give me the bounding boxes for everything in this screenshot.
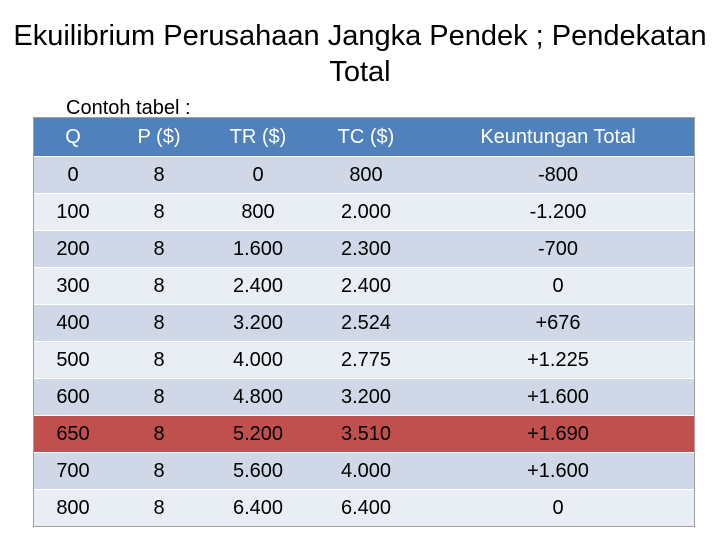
header-total-cost: TC ($) [310, 118, 422, 157]
cell-price: 8 [112, 341, 206, 379]
cell-total-revenue: 4.000 [206, 341, 310, 379]
cell-total-cost: 2.400 [310, 267, 422, 305]
table-row: 400 8 3.200 2.524 +676 [34, 304, 694, 342]
table-row-highlighted: 650 8 5.200 3.510 +1.690 [34, 415, 694, 453]
cell-total-revenue: 5.200 [206, 415, 310, 453]
cell-price: 8 [112, 193, 206, 231]
cell-price: 8 [112, 378, 206, 416]
table-header-row: Q P ($) TR ($) TC ($) Keuntungan Total [34, 118, 694, 157]
cell-total-cost: 2.775 [310, 341, 422, 379]
cell-total-profit: -800 [422, 156, 694, 194]
cell-total-profit: +1.690 [422, 415, 694, 453]
cell-price: 8 [112, 156, 206, 194]
cell-total-revenue: 6.400 [206, 489, 310, 526]
cell-price: 8 [112, 230, 206, 268]
cell-total-profit: +676 [422, 304, 694, 342]
cell-q: 400 [34, 304, 112, 342]
cell-q: 600 [34, 378, 112, 416]
cell-total-revenue: 3.200 [206, 304, 310, 342]
cell-q: 300 [34, 267, 112, 305]
cell-q: 500 [34, 341, 112, 379]
cell-price: 8 [112, 452, 206, 490]
cell-price: 8 [112, 267, 206, 305]
cell-total-revenue: 4.800 [206, 378, 310, 416]
cell-q: 0 [34, 156, 112, 194]
cell-q: 800 [34, 489, 112, 526]
cell-total-revenue: 2.400 [206, 267, 310, 305]
cell-q: 700 [34, 452, 112, 490]
cell-total-profit: +1.600 [422, 378, 694, 416]
cell-total-revenue: 800 [206, 193, 310, 231]
slide-title: Ekuilibrium Perusahaan Jangka Pendek ; P… [13, 20, 707, 88]
cell-total-profit: -1.200 [422, 193, 694, 231]
cell-total-profit: 0 [422, 267, 694, 305]
table-row: 200 8 1.600 2.300 -700 [34, 230, 694, 268]
cell-total-cost: 3.510 [310, 415, 422, 453]
cell-total-cost: 2.300 [310, 230, 422, 268]
cell-total-profit: +1.600 [422, 452, 694, 490]
table-row: 300 8 2.400 2.400 0 [34, 267, 694, 305]
cell-price: 8 [112, 489, 206, 526]
cell-q: 650 [34, 415, 112, 453]
cell-total-revenue: 1.600 [206, 230, 310, 268]
table-row: 100 8 800 2.000 -1.200 [34, 193, 694, 231]
cell-total-cost: 4.000 [310, 452, 422, 490]
profit-table: Q P ($) TR ($) TC ($) Keuntungan Total 0… [33, 117, 695, 527]
cell-total-profit: +1.225 [422, 341, 694, 379]
table-row: 800 8 6.400 6.400 0 [34, 489, 694, 526]
cell-total-cost: 800 [310, 156, 422, 194]
table-row: 600 8 4.800 3.200 +1.600 [34, 378, 694, 416]
cell-q: 200 [34, 230, 112, 268]
cell-q: 100 [34, 193, 112, 231]
cell-total-revenue: 5.600 [206, 452, 310, 490]
header-total-revenue: TR ($) [206, 118, 310, 157]
table-caption: Contoh tabel : [66, 97, 191, 119]
table-row: 700 8 5.600 4.000 +1.600 [34, 452, 694, 490]
table-row: 500 8 4.000 2.775 +1.225 [34, 341, 694, 379]
cell-total-cost: 2.524 [310, 304, 422, 342]
cell-price: 8 [112, 304, 206, 342]
cell-total-profit: 0 [422, 489, 694, 526]
cell-total-cost: 2.000 [310, 193, 422, 231]
header-price: P ($) [112, 118, 206, 157]
cell-total-profit: -700 [422, 230, 694, 268]
cell-price: 8 [112, 415, 206, 453]
cell-total-cost: 3.200 [310, 378, 422, 416]
header-total-profit: Keuntungan Total [422, 118, 694, 157]
table-row: 0 8 0 800 -800 [34, 156, 694, 194]
header-q: Q [34, 118, 112, 157]
cell-total-revenue: 0 [206, 156, 310, 194]
cell-total-cost: 6.400 [310, 489, 422, 526]
